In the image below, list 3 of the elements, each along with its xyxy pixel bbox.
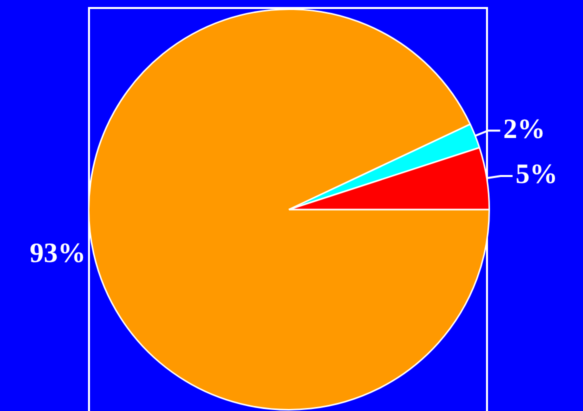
data-label: 2% [503,114,546,145]
data-label: 5% [516,159,558,190]
data-label: 93% [30,238,86,270]
